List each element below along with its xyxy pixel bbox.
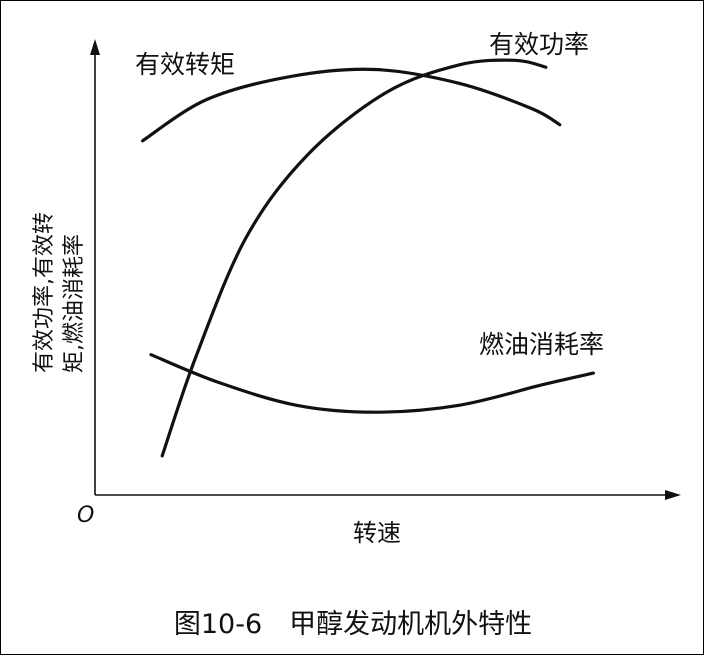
y-axis-arrow-icon: [90, 39, 100, 55]
series-label-power: 有效功率: [489, 30, 589, 59]
origin-label: O: [77, 503, 94, 528]
curves: [141, 58, 595, 458]
series-label-fuel-consumption: 燃油消耗率: [479, 330, 604, 359]
labels: O 转速 有效功率,有效转 矩,燃油消耗率 有效转矩 有效功率 燃油消耗率 图1…: [32, 30, 604, 640]
y-axis-label-line-1: 有效功率,有效转: [32, 212, 57, 373]
fuel-consumption-curve: [149, 353, 595, 414]
figure-caption: 图10-6 甲醇发动机机外特性: [174, 609, 532, 640]
axes: [90, 39, 681, 500]
x-axis-label: 转速: [353, 519, 401, 547]
series-label-torque: 有效转矩: [135, 50, 235, 79]
power-curve: [160, 58, 548, 458]
torque-curve: [141, 67, 562, 143]
x-axis-arrow-icon: [665, 490, 681, 500]
y-axis-label-line-2: 矩,燃油消耗率: [62, 234, 87, 373]
